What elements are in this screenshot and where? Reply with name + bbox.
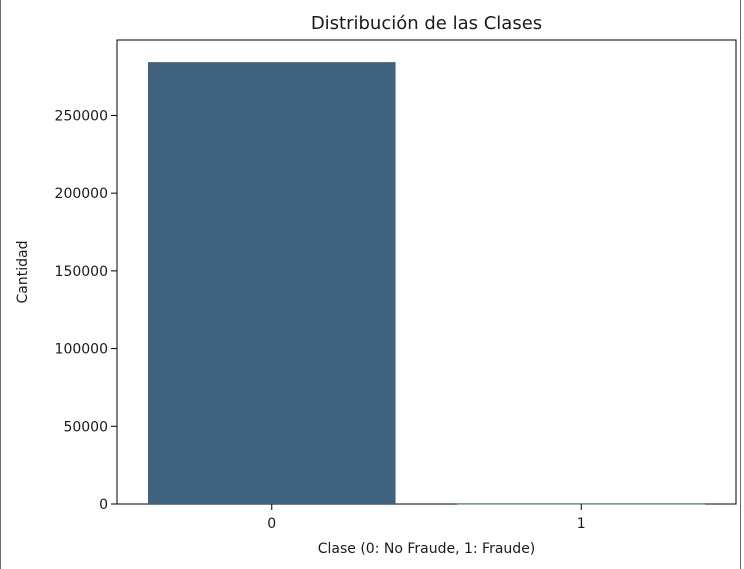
bar-0 — [147, 62, 396, 505]
x-tick-label: 0 — [267, 516, 276, 532]
y-tick-label: 250000 — [55, 108, 108, 124]
y-tick-label: 0 — [99, 497, 108, 513]
y-tick-label: 50000 — [63, 419, 108, 435]
plot-area — [116, 39, 737, 505]
bar-1 — [457, 503, 706, 505]
bars-group — [147, 62, 706, 505]
y-axis: 0 50000 100000 150000 200000 250000 — [55, 108, 117, 513]
y-tick-label: 150000 — [55, 264, 108, 280]
x-tick-label: 1 — [577, 516, 586, 532]
x-axis-label: Clase (0: No Fraude, 1: Fraude) — [318, 541, 536, 557]
chart-title: Distribución de las Clases — [311, 13, 542, 34]
y-tick-label: 200000 — [55, 186, 108, 202]
y-axis-label: Cantidad — [15, 241, 31, 304]
y-tick-label: 100000 — [55, 342, 108, 358]
